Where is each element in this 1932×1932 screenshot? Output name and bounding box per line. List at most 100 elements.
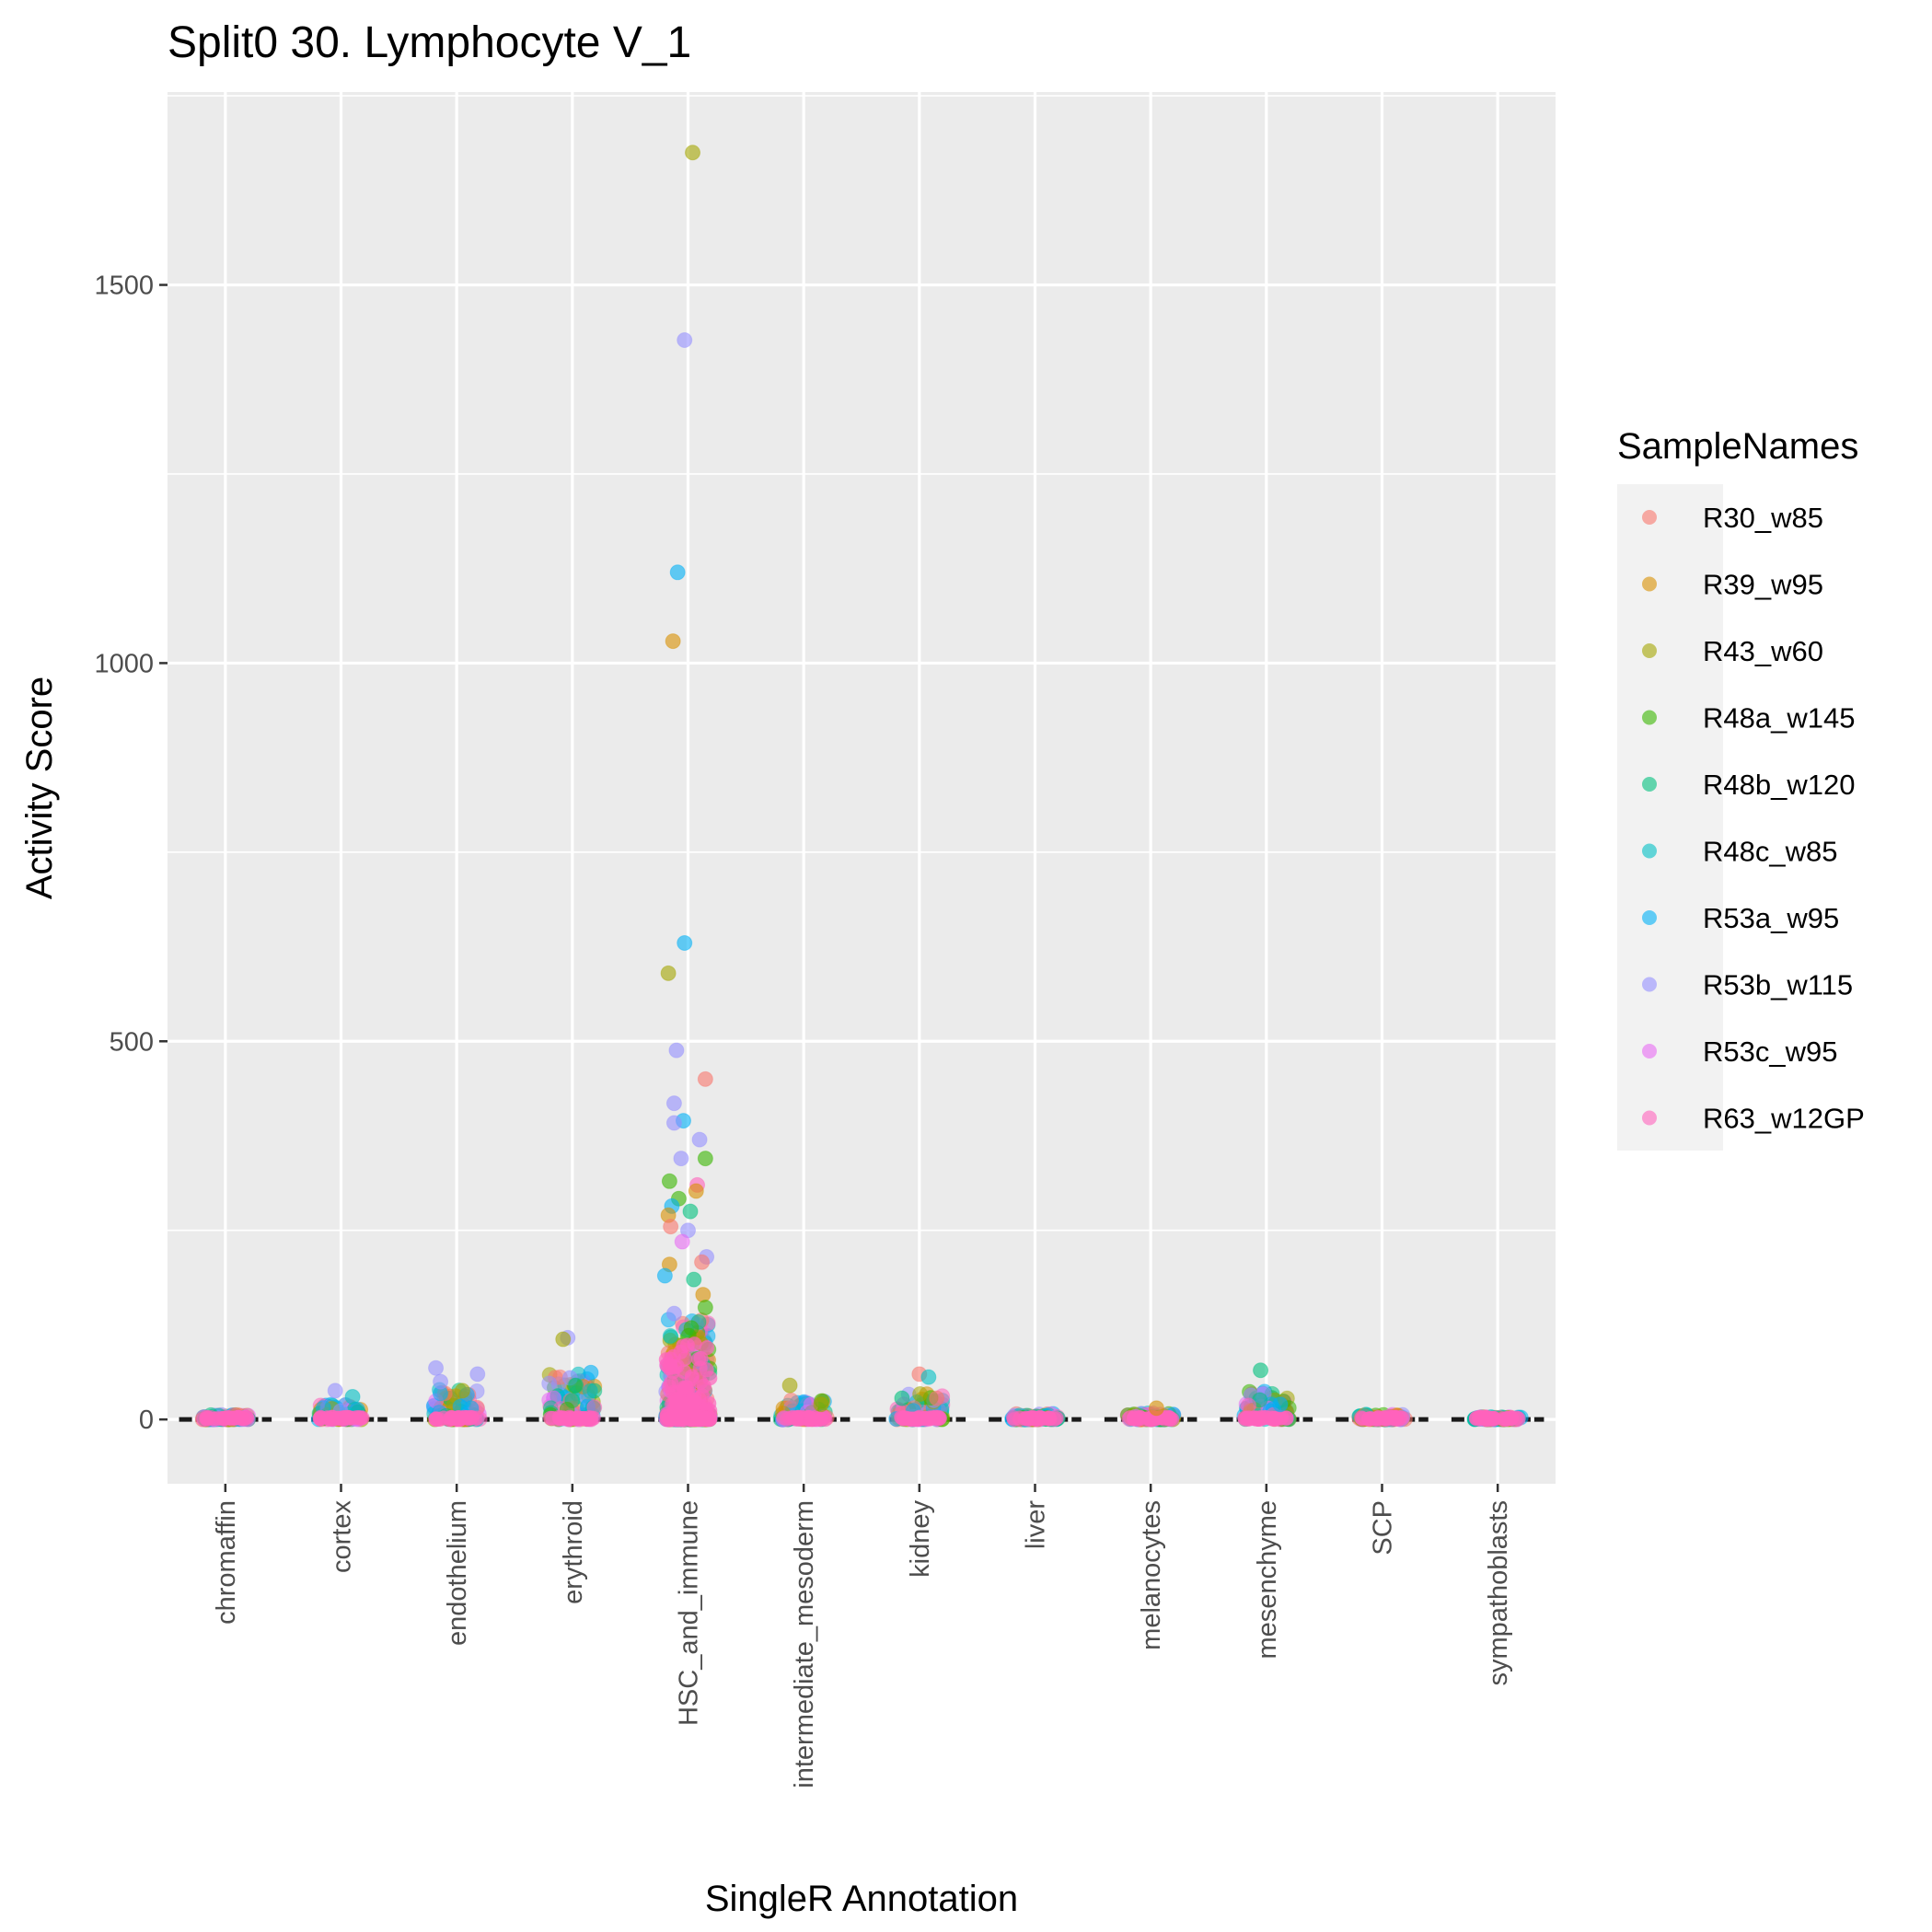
data-point	[679, 1337, 695, 1353]
outlier-point	[665, 1305, 682, 1322]
outlier-point	[695, 1287, 711, 1303]
legend-swatch	[1642, 843, 1657, 859]
data-point	[1162, 1410, 1177, 1426]
outlier-point	[344, 1389, 361, 1405]
x-tick-label: mesenchyme	[1253, 1500, 1282, 1659]
outlier-point	[660, 965, 677, 981]
x-axis-title: SingleR Annotation	[705, 1879, 1018, 1919]
legend-label: R48a_w145	[1703, 702, 1855, 735]
outlier-point	[674, 1233, 690, 1250]
data-point	[782, 1392, 799, 1408]
legend-swatch	[1642, 1110, 1657, 1126]
data-point	[348, 1410, 364, 1426]
data-point	[667, 1359, 683, 1375]
data-point	[922, 1411, 938, 1427]
legend-label: R39_w95	[1703, 569, 1823, 601]
outlier-point	[686, 1271, 702, 1288]
y-axis: 0 500 1000 1500	[94, 272, 168, 1435]
data-point	[684, 1369, 700, 1384]
chart-title: Split0 30. Lymphocyte V_1	[168, 18, 691, 67]
data-point	[684, 1397, 700, 1413]
outlier-point	[673, 1151, 689, 1167]
data-point	[693, 1350, 709, 1366]
legend-swatch	[1642, 576, 1657, 592]
legend-label: R30_w85	[1703, 502, 1823, 534]
data-point	[1047, 1411, 1062, 1427]
legend-label: R53b_w115	[1703, 969, 1853, 1001]
outlier-point	[697, 1300, 713, 1316]
legend-title: SampleNames	[1617, 426, 1858, 467]
outlier-point	[665, 633, 681, 650]
data-point	[801, 1411, 816, 1427]
data-point	[662, 1327, 678, 1344]
outlier-point	[656, 1267, 673, 1284]
y-axis-title: Activity Score	[19, 677, 60, 899]
data-point	[912, 1386, 929, 1403]
data-point	[669, 1392, 685, 1407]
data-point	[789, 1411, 804, 1427]
outlier-point	[1272, 1396, 1289, 1413]
x-tick-label: kidney	[906, 1500, 935, 1578]
legend-label: R43_w60	[1703, 635, 1823, 667]
x-tick-label: liver	[1022, 1500, 1051, 1550]
outlier-point	[697, 1070, 713, 1087]
legend-label: R53a_w95	[1703, 902, 1839, 934]
data-point	[676, 1380, 691, 1395]
data-point	[449, 1410, 465, 1426]
y-tick-label: 500	[110, 1027, 154, 1057]
outlier-point	[691, 1131, 708, 1148]
x-tick-label: endothelium	[443, 1500, 472, 1646]
gridlines	[168, 92, 1556, 1484]
data-point	[1472, 1410, 1487, 1426]
outlier-point	[469, 1366, 486, 1382]
outlier-point	[685, 145, 701, 161]
legend-label: R48b_w120	[1703, 769, 1855, 801]
data-point	[1361, 1411, 1377, 1427]
outlier-point	[661, 1173, 677, 1189]
y-tick-label: 0	[139, 1406, 154, 1435]
outlier-point	[697, 1151, 713, 1167]
data-point	[1023, 1410, 1038, 1426]
outlier-point	[929, 1390, 945, 1406]
outlier-point	[920, 1369, 937, 1385]
data-point	[1378, 1411, 1394, 1427]
data-point	[582, 1382, 598, 1399]
x-tick-label: erythroid	[559, 1500, 588, 1604]
outlier-point	[1148, 1400, 1164, 1417]
legend-swatch	[1642, 977, 1657, 992]
x-tick-label: chromaffin	[212, 1500, 241, 1625]
legend-swatch	[1642, 1044, 1657, 1059]
data-point	[664, 1412, 679, 1428]
data-point	[200, 1410, 215, 1426]
outlier-point	[813, 1396, 829, 1413]
outlier-point	[555, 1331, 572, 1348]
y-tick-label: 1500	[94, 272, 154, 301]
data-point	[541, 1375, 558, 1392]
data-point	[700, 1340, 715, 1356]
outlier-point	[677, 332, 693, 349]
data-point	[1264, 1410, 1279, 1426]
outlier-point	[1253, 1362, 1269, 1379]
data-point	[1132, 1409, 1148, 1425]
outlier-point	[677, 934, 693, 951]
x-tick-label: melanocytes	[1137, 1500, 1166, 1650]
data-point	[330, 1410, 345, 1426]
outlier-point	[688, 1183, 704, 1199]
data-point	[816, 1410, 831, 1426]
data-point	[664, 1375, 679, 1391]
outlier-point	[433, 1373, 449, 1390]
data-points	[179, 145, 1544, 1428]
outlier-point	[568, 1377, 584, 1394]
data-point	[1246, 1410, 1262, 1426]
x-tick-label: cortex	[328, 1500, 357, 1573]
legend-swatch	[1642, 777, 1657, 792]
data-point	[897, 1411, 912, 1427]
x-axis: chromaffin cortex endothelium erythroid HSC_…	[212, 1484, 1513, 1788]
plot-panel	[168, 92, 1556, 1484]
outlier-point	[454, 1382, 470, 1399]
legend-label: R48c_w85	[1703, 836, 1837, 868]
outlier-point	[428, 1359, 445, 1376]
x-tick-label: intermediate_mesoderm	[790, 1500, 819, 1788]
outlier-point	[663, 1219, 679, 1235]
